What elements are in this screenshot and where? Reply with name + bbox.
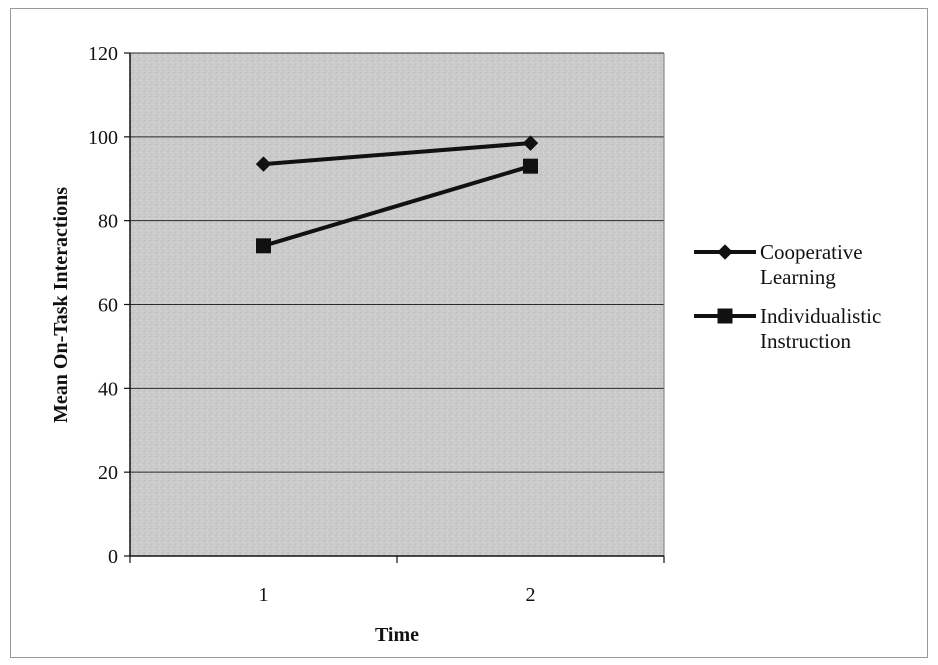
y-tick-label-0: 0 [108, 546, 118, 568]
y-tick-label-40: 40 [98, 378, 118, 400]
data-point-1-0 [256, 238, 271, 254]
legend-label-1-0: Individualistic [760, 304, 881, 328]
x-tick-label-2: 2 [526, 584, 536, 606]
legend-label-0-0: Cooperative [760, 240, 863, 264]
y-tick-label-20: 20 [98, 462, 118, 484]
data-point-0-0 [255, 156, 272, 172]
x-tick-label-1: 1 [259, 584, 269, 606]
y-tick-label-80: 80 [98, 211, 118, 233]
legend-marker-0 [717, 244, 733, 260]
y-tick-label-120: 120 [88, 43, 118, 65]
legend-label-1-1: Instruction [760, 329, 851, 353]
y-tick-label-60: 60 [98, 295, 118, 317]
y-tick-label-100: 100 [88, 127, 118, 149]
data-point-0-1 [522, 135, 539, 151]
series-line-1 [262, 164, 532, 248]
x-axis-title: Time [375, 624, 419, 646]
legend-label-0-1: Learning [760, 265, 836, 289]
legend-marker-1 [717, 308, 733, 324]
data-point-1-1 [523, 158, 538, 174]
series-lines [255, 135, 539, 254]
axes: 0 20 40 60 80 100 120 1 2 [88, 43, 665, 606]
series-line-0 [263, 141, 531, 167]
y-axis-title: Mean On-Task Interactions [50, 187, 72, 423]
gridlines [130, 52, 665, 556]
